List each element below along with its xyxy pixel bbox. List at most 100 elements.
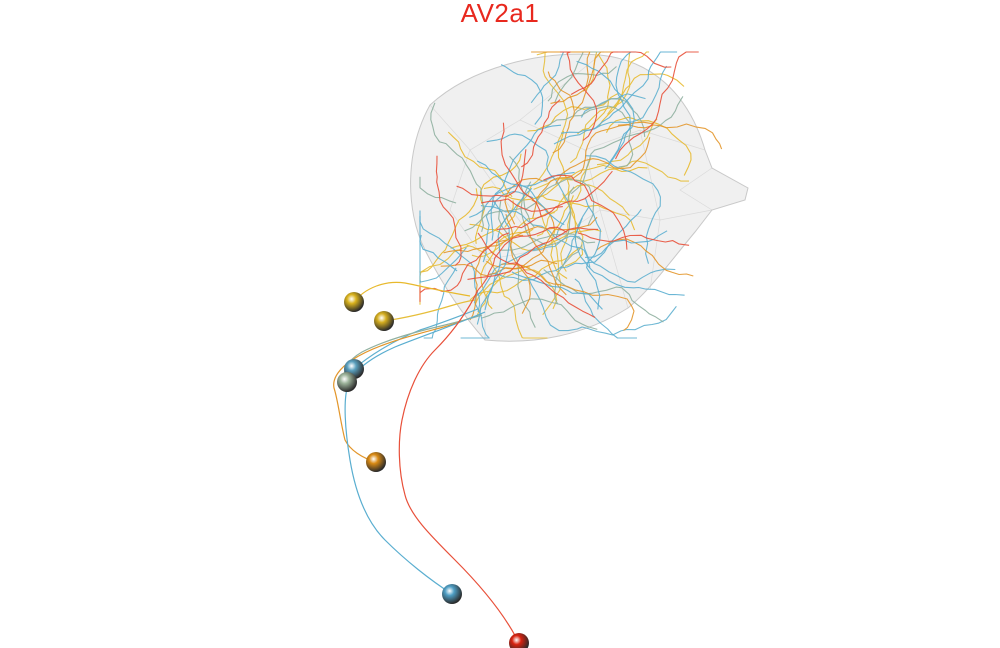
neuron-orange-1-arbor: [440, 51, 723, 331]
neuron-orange-1-branch: [532, 121, 654, 219]
neuron-red-1-branch: [615, 51, 699, 160]
neuron-red-1-branch: [543, 174, 628, 250]
neuron-blue-2-branch: [511, 271, 603, 310]
neuron-red-1-branch: [577, 232, 690, 246]
neuropil-mesh-layer: [410, 53, 749, 342]
neuron-sage-1-soma: [337, 372, 357, 392]
neuron-sage-1-branch: [544, 97, 646, 137]
neuron-orange-1-branch: [443, 216, 598, 254]
neuron-orange-1-branch: [547, 71, 575, 154]
neuron-red-1-branch: [435, 155, 462, 266]
neuron-red-1-branch: [496, 170, 613, 230]
neuron-red-1-branch: [477, 232, 596, 318]
neuron-red-1-branch: [570, 51, 672, 95]
neuron-red-1-tract: [398, 289, 520, 644]
neuron-blue-2-branch: [576, 60, 635, 163]
neuron-sage-1-branch: [520, 181, 575, 247]
neuron-orange-1-branch: [555, 137, 651, 184]
neuron-yellow-1-branch: [577, 53, 611, 135]
neuron-yellow-1-branch: [419, 188, 479, 273]
neuron-blue-2-arbor: [419, 51, 685, 325]
axon-layer: [333, 281, 520, 644]
neuron-yellow-2-branch: [466, 244, 548, 339]
neuron-yellow-2-tract: [383, 299, 476, 322]
neuron-blue-2-branch: [490, 124, 562, 241]
neuron-sage-1-branch: [543, 269, 664, 323]
neuron-orange-1-branch: [595, 238, 694, 277]
neuron-yellow-1-branch: [598, 73, 685, 127]
neuron-red-1-branch: [500, 122, 542, 218]
neuron-sage-1-branch: [554, 51, 605, 103]
neuron-red-1-branch: [480, 198, 563, 212]
neuron-sage-1-branch: [498, 233, 596, 251]
neuron-orange-1-tract: [333, 317, 471, 463]
neuron-blue-1-branch: [532, 235, 676, 283]
neuron-yellow-1-branch: [550, 195, 574, 279]
neuron-sage-1-arbor: [419, 51, 684, 328]
neuron-blue-1-branch: [527, 277, 677, 336]
neuron-blue-1-branch: [585, 155, 661, 264]
neuron-orange-1-branch: [617, 123, 723, 150]
neuron-red-1-branch: [419, 232, 510, 302]
neuron-yellow-1-branch: [447, 131, 513, 198]
neuron-blue-2-primary-neurite: [484, 187, 533, 311]
neuron-yellow-1-tract: [353, 281, 471, 303]
neuron-yellow-2-branch: [569, 51, 650, 164]
neuron-red-1-branch: [467, 227, 599, 280]
neuropil-facet: [429, 54, 601, 151]
neuron-blue-1-branch: [486, 133, 572, 239]
arbor-layer: [419, 51, 723, 339]
neuron-yellow-2-branch: [536, 184, 630, 237]
neuron-sage-1-branch: [464, 178, 595, 232]
neuron-orange-1-soma: [366, 452, 386, 472]
neuron-yellow-2-soma: [374, 311, 394, 331]
neuron-red-1-arbor: [419, 51, 699, 318]
neuron-blue-2-branch: [560, 208, 642, 269]
neuron-yellow-2-branch: [504, 53, 569, 228]
neuron-blue-1-branch: [574, 278, 637, 339]
neuron-sage-1-primary-neurite: [481, 298, 598, 330]
neuron-yellow-1-branch: [605, 116, 692, 176]
soma-layer: [337, 292, 529, 648]
neuron-yellow-1-soma: [344, 292, 364, 312]
neuron-sage-1-branch: [573, 105, 634, 168]
neuron-blue-2-branch: [419, 216, 458, 272]
neuron-blue-1-branch: [423, 267, 457, 339]
neuron-blue-2-branch: [500, 64, 544, 125]
figure-title: AV2a1: [460, 0, 540, 28]
neuron-sage-1-branch: [419, 176, 457, 204]
neuron-blue-2-soma: [442, 584, 462, 604]
neuron-blue-2-branch: [476, 199, 510, 325]
neuron-orange-1-branch: [531, 51, 591, 104]
neuropil-facet: [649, 219, 661, 291]
neuron-yellow-2-branch: [540, 214, 562, 316]
neuron-orange-1-primary-neurite: [469, 234, 524, 321]
neuron-orange-1-branch: [522, 221, 567, 296]
neuropil-facet: [679, 167, 713, 211]
neuron-red-1-branch: [456, 149, 527, 197]
neuron-sage-1-tract: [343, 314, 483, 383]
neuron-red-1-soma: [509, 633, 529, 648]
neuron-sage-1-branch: [547, 66, 617, 102]
neuron-blue-2-tract: [344, 311, 486, 595]
neuropil-mesh: [410, 53, 749, 342]
neuron-orange-1-branch: [505, 213, 531, 314]
neuron-blue-2-branch: [574, 217, 685, 296]
neuron-blue-2-branch: [560, 51, 678, 134]
neuron-blue-2-branch: [476, 160, 565, 226]
neuron-blue-2-branch: [585, 230, 668, 258]
neuron-yellow-1-branch: [527, 93, 618, 132]
neuron-orange-1-branch: [501, 263, 635, 331]
neuron-red-1-branch: [521, 99, 561, 168]
neuron-sage-1-branch: [570, 96, 684, 195]
neuropil-facet: [584, 149, 713, 221]
neuron-sage-1-branch: [430, 102, 484, 232]
neuron-red-1-branch: [560, 51, 598, 141]
neuropil-facet: [639, 129, 661, 221]
neuron-blue-1-tract: [353, 308, 479, 370]
neuron-red-1-primary-neurite: [477, 226, 568, 291]
neuron-orange-1-branch: [440, 199, 556, 277]
neuron-blue-1-branch: [553, 65, 668, 145]
neuropil-facet: [599, 209, 629, 309]
